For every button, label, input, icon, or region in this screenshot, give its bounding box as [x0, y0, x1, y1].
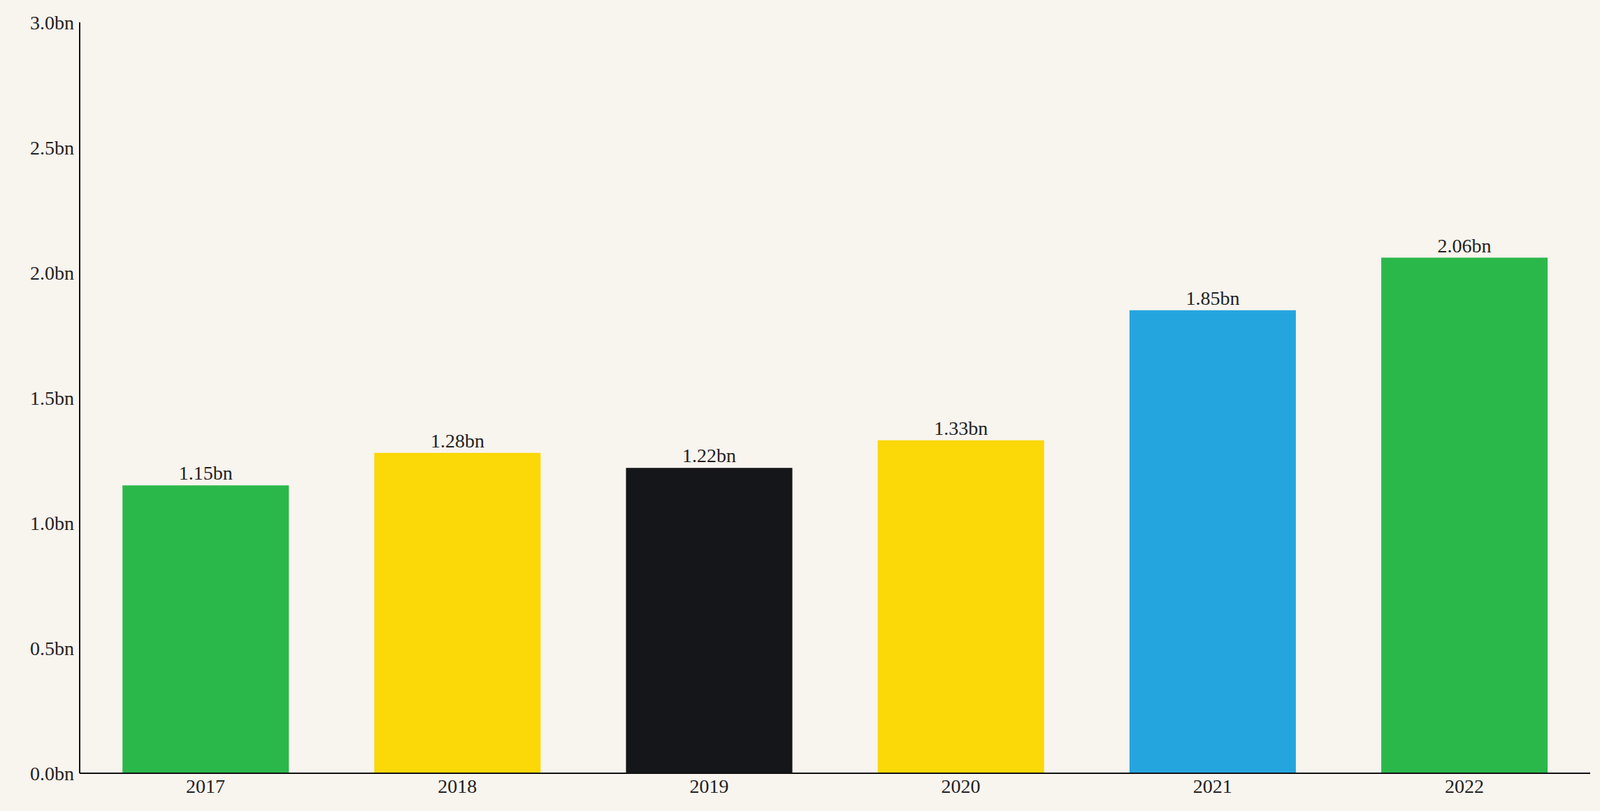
svg-text:1.15bn: 1.15bn	[178, 462, 233, 484]
svg-text:2017: 2017	[185, 775, 226, 797]
svg-text:2019: 2019	[689, 775, 729, 797]
svg-text:1.85bn: 1.85bn	[1185, 287, 1240, 309]
svg-text:2022: 2022	[1444, 775, 1484, 797]
svg-text:2.0bn: 2.0bn	[30, 262, 75, 284]
svg-text:3.0bn: 3.0bn	[30, 11, 75, 34]
svg-text:1.5bn: 1.5bn	[30, 387, 75, 409]
svg-text:1.22bn: 1.22bn	[682, 444, 737, 467]
svg-text:1.0bn: 1.0bn	[30, 512, 75, 535]
svg-text:2.06bn: 2.06bn	[1437, 234, 1492, 257]
svg-text:1.33bn: 1.33bn	[933, 417, 988, 439]
svg-text:0.5bn: 0.5bn	[30, 637, 75, 660]
svg-text:2021: 2021	[1193, 775, 1233, 797]
svg-text:1.28bn: 1.28bn	[430, 429, 485, 452]
svg-text:2.5bn: 2.5bn	[30, 137, 75, 159]
svg-text:0.0bn: 0.0bn	[30, 762, 75, 785]
svg-text:2018: 2018	[437, 775, 477, 797]
svg-text:2020: 2020	[941, 775, 981, 797]
